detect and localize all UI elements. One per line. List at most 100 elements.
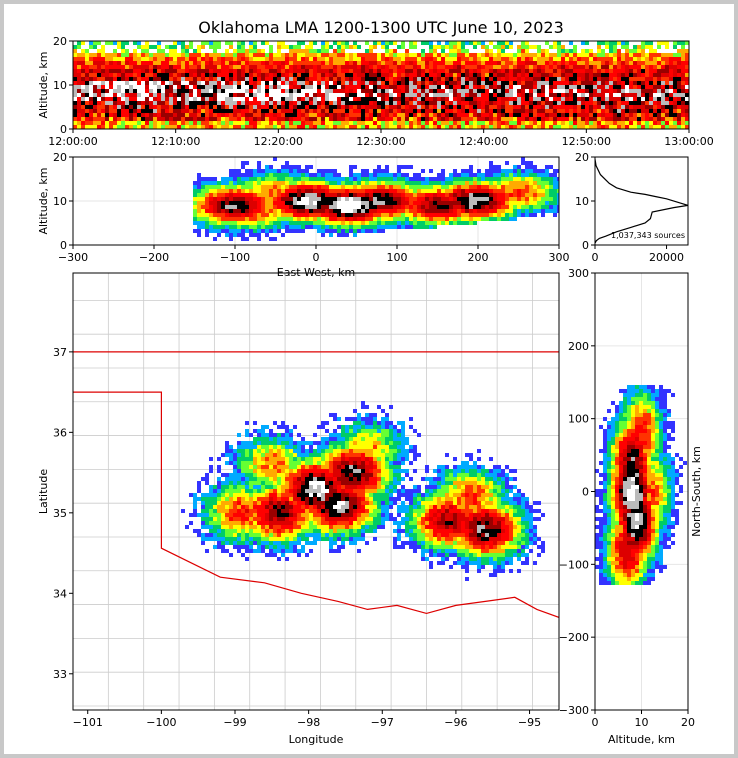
time-altitude-cell [537, 121, 541, 125]
time-altitude-cell [609, 85, 613, 89]
time-altitude-cell [681, 41, 685, 45]
time-altitude-cell [625, 105, 629, 109]
time-altitude-cell [129, 61, 133, 65]
time-altitude-cell [257, 113, 261, 117]
time-altitude-cell [641, 69, 645, 73]
time-altitude-cell [421, 117, 425, 121]
east-west-cell [317, 201, 321, 205]
time-altitude-cell [525, 85, 529, 89]
time-altitude-cell [173, 109, 177, 113]
time-altitude-cell [625, 57, 629, 61]
plan-view-cell [217, 457, 221, 461]
time-altitude-cell [553, 101, 557, 105]
time-altitude-cell [241, 121, 245, 125]
east-west-cell [557, 177, 559, 181]
time-altitude-cell [181, 117, 185, 121]
time-altitude-cell [609, 65, 613, 69]
time-altitude-cell [501, 97, 505, 101]
time-altitude-cell [245, 101, 249, 105]
time-altitude-cell [485, 121, 489, 125]
time-altitude-cell [397, 45, 401, 49]
plan-view-cell [213, 505, 217, 509]
time-altitude-cell [173, 57, 177, 61]
time-altitude-cell [485, 77, 489, 81]
east-west-cell [489, 213, 493, 217]
east-west-cell [489, 217, 493, 221]
east-west-cell [281, 221, 285, 225]
time-altitude-cell [545, 41, 549, 45]
east-west-cell [469, 181, 473, 185]
east-west-cell [217, 233, 221, 237]
time-altitude-cell [289, 57, 293, 61]
time-altitude-cell [321, 113, 325, 117]
time-altitude-cell [145, 113, 149, 117]
east-west-cell [425, 177, 429, 181]
plan-view-cell [225, 549, 229, 553]
time-altitude-cell [137, 97, 141, 101]
time-altitude-cell [157, 57, 161, 61]
time-altitude-cell [73, 117, 77, 121]
time-altitude-cell [409, 121, 413, 125]
east-west-cell [429, 189, 433, 193]
time-altitude-cell [521, 121, 525, 125]
time-altitude-cell [401, 97, 405, 101]
time-altitude-cell [77, 77, 81, 81]
east-west-cell [457, 213, 461, 217]
east-west-cell [445, 189, 449, 193]
time-altitude-cell [117, 93, 121, 97]
time-altitude-cell [617, 101, 621, 105]
time-altitude-cell [125, 69, 129, 73]
east-west-cell [389, 221, 393, 225]
time-altitude-cell [337, 113, 341, 117]
time-altitude-cell [117, 109, 121, 113]
time-altitude-cell [633, 61, 637, 65]
time-altitude-cell [657, 97, 661, 101]
east-west-cell [465, 213, 469, 217]
plan-view-cell [225, 537, 229, 541]
time-altitude-cell [277, 97, 281, 101]
time-altitude-cell [177, 85, 181, 89]
plan-view-cell [233, 449, 237, 453]
time-altitude-cell [485, 53, 489, 57]
east-west-cell [273, 177, 277, 181]
east-west-cell [541, 181, 545, 185]
time-altitude-cell [681, 97, 685, 101]
time-altitude-cell [121, 53, 125, 57]
time-altitude-cell [621, 61, 625, 65]
time-altitude-cell [677, 49, 681, 53]
east-west-cell [289, 201, 293, 205]
plan-view-cell [221, 529, 225, 533]
east-west-cell [249, 197, 253, 201]
time-altitude-cell [453, 65, 457, 69]
time-altitude-cell [209, 61, 213, 65]
time-altitude-cell [517, 61, 521, 65]
time-altitude-cell [645, 105, 649, 109]
time-altitude-cell [193, 125, 197, 129]
east-west-cell [441, 177, 445, 181]
time-altitude-cell [425, 41, 429, 45]
time-altitude-cell [585, 105, 589, 109]
east-west-cell [245, 221, 249, 225]
time-altitude-cell [313, 121, 317, 125]
time-altitude-cell [209, 69, 213, 73]
east-west-cell [309, 165, 313, 169]
time-altitude-cell [153, 113, 157, 117]
time-altitude-cell [381, 105, 385, 109]
time-altitude-cell [425, 101, 429, 105]
time-altitude-cell [349, 73, 353, 77]
plan-view-cell [241, 469, 245, 473]
east-west-cell [209, 229, 213, 233]
time-altitude-cell [253, 73, 257, 77]
time-altitude-cell [565, 113, 569, 117]
east-west-cell [233, 197, 237, 201]
time-altitude-cell [233, 105, 237, 109]
plan-view-cell [201, 517, 205, 521]
time-altitude-cell [661, 57, 665, 61]
time-altitude-cell [473, 53, 477, 57]
east-west-cell [369, 197, 373, 201]
east-west-cell [369, 205, 373, 209]
time-altitude-cell [241, 97, 245, 101]
time-altitude-cell [401, 125, 405, 129]
east-west-cell [313, 225, 317, 229]
time-altitude-cell [549, 93, 553, 97]
